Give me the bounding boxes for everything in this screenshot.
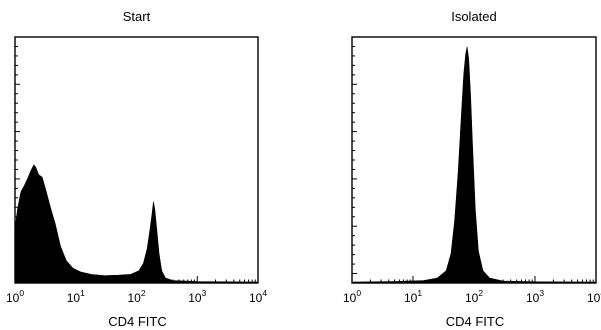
histogram-area bbox=[351, 46, 597, 284]
x-tick-label: 102 bbox=[465, 288, 483, 305]
histogram-panel: 100 101 102 103 104 Isolated CD4 FITC bbox=[343, 9, 601, 329]
x-tick-label: 100 bbox=[6, 288, 24, 305]
x-tick-label: 103 bbox=[188, 288, 206, 305]
histogram-panel: 100 101 102 103 104 Start CD4 FITC bbox=[6, 9, 267, 329]
x-tick-label: 104 bbox=[249, 288, 267, 305]
chart-title: Isolated bbox=[451, 9, 497, 24]
x-axis-label: CD4 FITC bbox=[108, 314, 167, 329]
x-tick-label: 101 bbox=[67, 288, 85, 305]
x-tick-label: 100 bbox=[343, 288, 361, 305]
chart-title: Start bbox=[123, 9, 151, 24]
x-tick-label: 102 bbox=[127, 288, 145, 305]
histogram-area bbox=[14, 164, 259, 284]
x-tick-label: 101 bbox=[404, 288, 422, 305]
x-axis-label: CD4 FITC bbox=[446, 314, 505, 329]
x-tick-label: 103 bbox=[526, 288, 544, 305]
x-tick-label: 104 bbox=[587, 288, 601, 305]
